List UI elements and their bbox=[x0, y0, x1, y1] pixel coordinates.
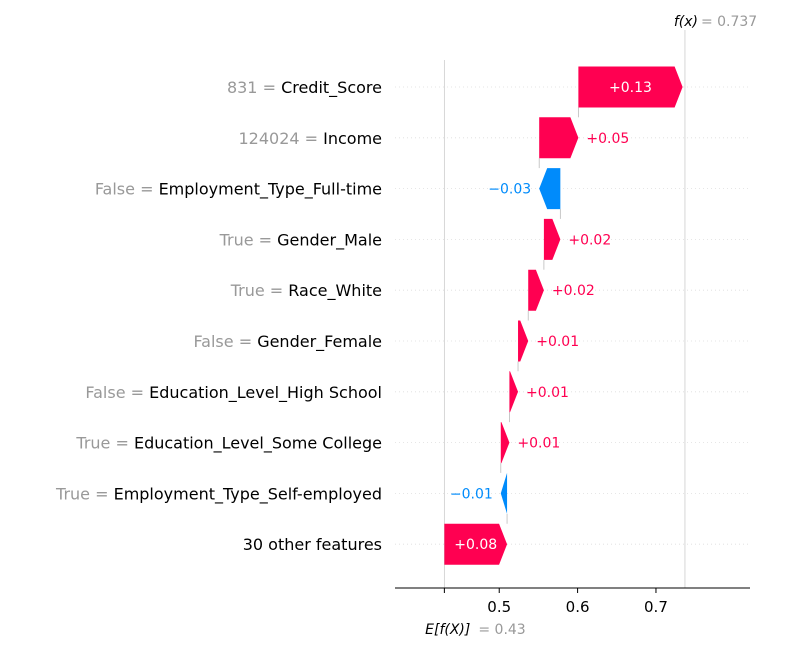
feature-value: False = bbox=[193, 332, 257, 351]
value-guides bbox=[443, 30, 686, 588]
feature-value: 124024 = bbox=[238, 129, 323, 148]
positive-contribution-bar bbox=[528, 269, 544, 311]
feature-label: False = Education_Level_High School bbox=[85, 383, 382, 403]
output-value-label: f(x) bbox=[674, 14, 698, 30]
feature-value: 831 = bbox=[227, 78, 281, 97]
contribution-label: +0.01 bbox=[536, 334, 579, 350]
negative-contribution-bar bbox=[539, 168, 561, 210]
positive-contribution-bar bbox=[444, 523, 508, 565]
feature-value: True = bbox=[75, 434, 134, 453]
feature-name: Gender_Female bbox=[257, 332, 382, 352]
contribution-label: +0.08 bbox=[454, 537, 497, 553]
feature-value: True = bbox=[230, 281, 289, 300]
feature-label: False = Gender_Female bbox=[193, 332, 382, 352]
feature-name: Race_White bbox=[288, 281, 382, 301]
x-tick-label: 0.7 bbox=[644, 598, 668, 616]
positive-contribution-bar bbox=[539, 117, 579, 159]
output-value-text: = 0.737 bbox=[701, 14, 757, 30]
contribution-label: +0.01 bbox=[517, 436, 560, 452]
contribution-label: −0.01 bbox=[450, 486, 493, 502]
base-value-text: = 0.43 bbox=[478, 622, 525, 638]
feature-value: False = bbox=[85, 383, 149, 402]
feature-value: True = bbox=[219, 230, 278, 249]
feature-label: 124024 = Income bbox=[238, 129, 382, 148]
feature-name: Employment_Type_Full-time bbox=[159, 180, 382, 200]
feature-label: True = Gender_Male bbox=[219, 230, 382, 250]
feature-name: Education_Level_High School bbox=[149, 383, 382, 403]
feature-label: True = Education_Level_Some College bbox=[75, 434, 382, 454]
x-tick-label: 0.6 bbox=[566, 598, 590, 616]
feature-label: 831 = Credit_Score bbox=[227, 78, 382, 98]
x-axis: 0.5 0.6 0.7 bbox=[395, 587, 750, 616]
feature-name: Gender_Male bbox=[277, 230, 382, 250]
x-tick-label: 0.5 bbox=[487, 598, 511, 616]
base-value-label: E[f(X)] bbox=[425, 622, 470, 638]
contribution-label: +0.02 bbox=[568, 232, 611, 248]
positive-contribution-bar bbox=[578, 66, 683, 108]
feature-labels: 831 = Credit_Score 124024 = Income False =… bbox=[55, 78, 382, 554]
feature-label: True = Employment_Type_Self-employed bbox=[55, 484, 382, 504]
feature-value: False = bbox=[95, 180, 159, 199]
positive-contribution-bar bbox=[543, 218, 561, 260]
negative-contribution-bar bbox=[500, 472, 508, 514]
positive-contribution-bar bbox=[518, 320, 529, 362]
feature-name: Education_Level_Some College bbox=[134, 434, 382, 454]
contribution-label: +0.05 bbox=[586, 131, 629, 147]
feature-label: False = Employment_Type_Full-time bbox=[95, 180, 382, 200]
contribution-label: +0.13 bbox=[609, 80, 652, 96]
feature-value: True = bbox=[55, 484, 114, 503]
positive-contribution-bar bbox=[509, 371, 519, 413]
feature-name: Employment_Type_Self-employed bbox=[114, 484, 382, 504]
contribution-label: −0.03 bbox=[488, 182, 531, 198]
contribution-label: +0.02 bbox=[552, 283, 595, 299]
contribution-bars: +0.13 +0.05 −0.03 +0.02 +0.02 +0.01 +0.01 +0.01… bbox=[444, 66, 683, 565]
positive-contribution-bar bbox=[500, 422, 510, 464]
feature-name: 30 other features bbox=[243, 535, 382, 554]
feature-label: True = Race_White bbox=[230, 281, 382, 301]
output-value-annotation: f(x) = 0.737 bbox=[674, 14, 757, 30]
feature-name: Credit_Score bbox=[281, 78, 382, 98]
feature-label: 30 other features bbox=[243, 535, 382, 554]
feature-name: Income bbox=[323, 129, 382, 148]
base-value-annotation: E[f(X)] = 0.43 bbox=[425, 622, 526, 638]
contribution-label: +0.01 bbox=[526, 385, 569, 401]
row-gridlines bbox=[395, 86, 750, 545]
